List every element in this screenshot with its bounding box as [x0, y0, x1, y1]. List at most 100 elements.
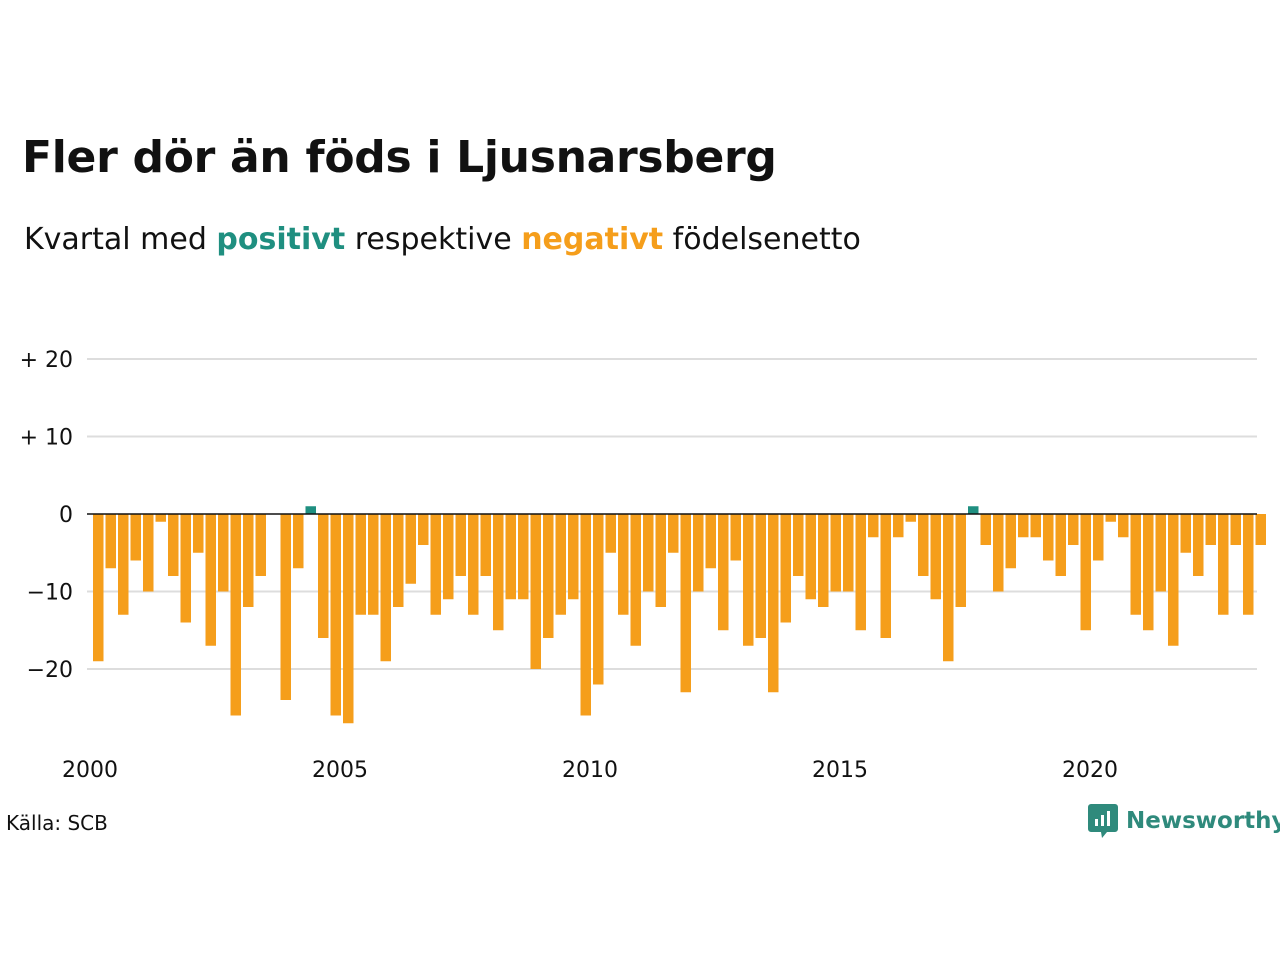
bar [1255, 514, 1266, 545]
bar [655, 514, 666, 607]
bar [355, 514, 366, 615]
bar [818, 514, 829, 607]
bar [493, 514, 504, 631]
bar [830, 514, 841, 592]
subtitle-positive-word: positivt [216, 222, 346, 257]
bar [1168, 514, 1179, 646]
bar [505, 514, 516, 600]
bar [1068, 514, 1079, 545]
bar [1143, 514, 1154, 631]
bar [905, 514, 916, 522]
bar [618, 514, 629, 615]
bar [1130, 514, 1141, 615]
bar [218, 514, 229, 592]
bar [1043, 514, 1054, 561]
y-tick-label: 0 [59, 503, 73, 528]
bar [1243, 514, 1254, 615]
bar [680, 514, 691, 693]
subtitle-negative-word: negativt [521, 222, 664, 257]
bar [243, 514, 254, 607]
bar [1005, 514, 1016, 569]
bar [568, 514, 579, 600]
bar [755, 514, 766, 638]
bar [943, 514, 954, 662]
bar [555, 514, 566, 615]
bar [468, 514, 479, 615]
bar [480, 514, 491, 576]
bar [105, 514, 116, 569]
birth-surplus-bar-chart: + 20 + 10 0 −10 −20 2000 2005 2010 2015 2020 [20, 348, 1266, 783]
bar [1193, 514, 1204, 576]
bar [330, 514, 341, 716]
bar [668, 514, 679, 553]
bar [430, 514, 441, 615]
bar [255, 514, 266, 576]
bar [593, 514, 604, 685]
bar [380, 514, 391, 662]
bar [805, 514, 816, 600]
chart-title: Fler dör än föds i Ljusnarsberg [22, 132, 777, 183]
newsworthy-logo-icon [1088, 804, 1118, 838]
bar [968, 506, 979, 514]
bar [168, 514, 179, 576]
bar [130, 514, 141, 561]
bar [180, 514, 191, 623]
y-tick-label: + 20 [20, 348, 73, 373]
bar [193, 514, 204, 553]
bar [930, 514, 941, 600]
bar [280, 514, 291, 700]
bar [205, 514, 216, 646]
bar [343, 514, 354, 724]
y-tick-label: + 10 [20, 426, 73, 451]
bar [880, 514, 891, 638]
x-tick-label: 2010 [562, 758, 618, 783]
bar [230, 514, 241, 716]
bar [780, 514, 791, 623]
bar [530, 514, 541, 669]
bar [518, 514, 529, 600]
x-tick-label: 2015 [812, 758, 868, 783]
bar [868, 514, 879, 538]
chart-subtitle: Kvartal med positivt respektive negativt… [24, 222, 861, 257]
bar [118, 514, 129, 615]
subtitle-suffix: födelsenetto [663, 222, 861, 257]
bar [630, 514, 641, 646]
subtitle-prefix: Kvartal med [24, 222, 217, 257]
bar [693, 514, 704, 592]
bar [293, 514, 304, 569]
bar [368, 514, 379, 615]
bar [305, 506, 316, 514]
bar [843, 514, 854, 592]
bar [418, 514, 429, 545]
subtitle-middle: respektive [345, 222, 522, 257]
bar [605, 514, 616, 553]
x-tick-label: 2020 [1062, 758, 1118, 783]
bar [155, 514, 166, 522]
bar [318, 514, 329, 638]
bar [730, 514, 741, 561]
y-tick-label: −20 [27, 658, 73, 683]
bar [893, 514, 904, 538]
bar [1180, 514, 1191, 553]
bar [743, 514, 754, 646]
source-note: Källa: SCB [6, 811, 108, 835]
bar [1018, 514, 1029, 538]
bar [855, 514, 866, 631]
bar [643, 514, 654, 592]
x-tick-label: 2000 [62, 758, 118, 783]
bar [1230, 514, 1241, 545]
bar [1218, 514, 1229, 615]
bar [993, 514, 1004, 592]
bar [980, 514, 991, 545]
bar [1093, 514, 1104, 561]
x-tick-label: 2005 [312, 758, 368, 783]
bar [1118, 514, 1129, 538]
bar [405, 514, 416, 584]
bar [443, 514, 454, 600]
bar [1055, 514, 1066, 576]
bar [793, 514, 804, 576]
newsworthy-brand[interactable]: Newsworthy [1088, 804, 1280, 838]
bar [1105, 514, 1116, 522]
bar [955, 514, 966, 607]
bar [1155, 514, 1166, 592]
